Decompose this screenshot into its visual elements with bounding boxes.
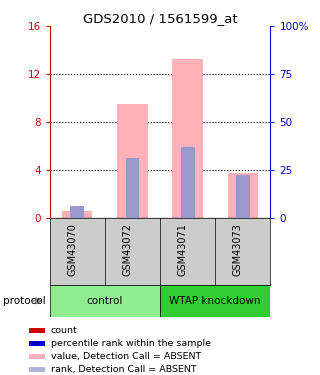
Bar: [28, 367, 45, 372]
Title: GDS2010 / 1561599_at: GDS2010 / 1561599_at: [83, 12, 237, 25]
Text: count: count: [51, 326, 77, 335]
Text: WTAP knockdown: WTAP knockdown: [170, 296, 261, 306]
Text: percentile rank within the sample: percentile rank within the sample: [51, 339, 211, 348]
Bar: [28, 354, 45, 359]
Bar: [181, 147, 195, 218]
Text: rank, Detection Call = ABSENT: rank, Detection Call = ABSENT: [51, 365, 196, 374]
Text: protocol: protocol: [3, 296, 46, 306]
Bar: [117, 104, 148, 218]
Bar: [70, 206, 84, 218]
Bar: [28, 341, 45, 346]
Text: value, Detection Call = ABSENT: value, Detection Call = ABSENT: [51, 352, 201, 361]
Text: GSM43073: GSM43073: [233, 223, 243, 276]
Text: GSM43072: GSM43072: [123, 223, 132, 276]
Text: GSM43070: GSM43070: [67, 223, 77, 276]
Text: GSM43071: GSM43071: [178, 223, 188, 276]
Bar: [62, 211, 92, 218]
Bar: [50, 285, 160, 317]
Text: control: control: [87, 296, 123, 306]
Bar: [236, 176, 250, 217]
Bar: [74, 215, 81, 217]
Bar: [160, 285, 270, 317]
Bar: [228, 173, 258, 217]
Bar: [125, 158, 139, 218]
Bar: [28, 328, 45, 333]
Bar: [172, 58, 203, 217]
